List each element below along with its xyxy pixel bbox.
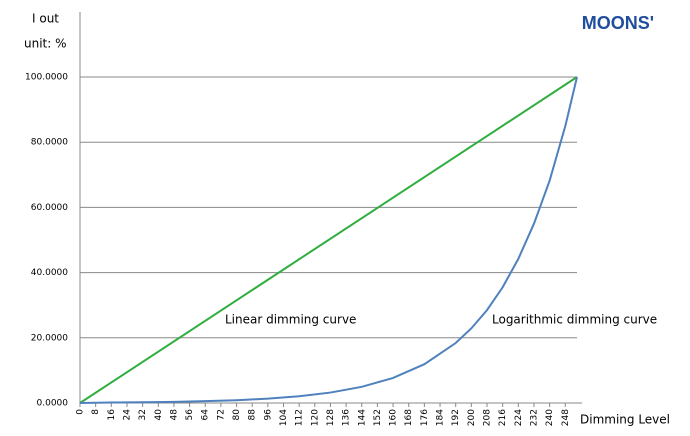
brand-logo: MOONS'	[582, 13, 654, 33]
x-tick-label: 128	[326, 409, 336, 426]
x-tick-label: 56	[185, 409, 195, 421]
y-tick-label: 100.0000	[25, 73, 68, 83]
x-tick-label: 200	[467, 409, 477, 426]
x-tick-label: 64	[201, 409, 211, 421]
x-tick-label: 184	[436, 409, 446, 426]
y-tick-label: 0.0000	[37, 399, 69, 409]
x-tick-label: 96	[263, 409, 273, 421]
x-tick-label: 216	[498, 409, 508, 426]
x-tick-label: 160	[389, 409, 399, 426]
y-tick-label: 20.0000	[31, 333, 68, 343]
x-tick-label: 104	[279, 409, 289, 426]
x-tick-label: 208	[482, 409, 492, 426]
x-tick-label: 40	[154, 409, 164, 421]
x-tick-label: 0	[76, 409, 86, 415]
x-tick-label: 136	[342, 409, 352, 426]
annotation: Logarithmic dimming curve	[492, 313, 657, 327]
x-tick-label: 232	[529, 409, 539, 426]
x-tick-label: 176	[420, 409, 430, 426]
x-tick-label: 120	[310, 409, 320, 426]
y-tick-label: 80.0000	[31, 138, 68, 148]
y-label: unit: %	[24, 37, 67, 51]
annotation: Linear dimming curve	[225, 313, 356, 327]
y-tick-label: 60.0000	[31, 203, 68, 213]
x-tick-label: 112	[295, 409, 305, 426]
x-label: Dimming Level	[580, 413, 670, 427]
x-tick-label: 48	[169, 409, 179, 421]
x-tick-label: 152	[373, 409, 383, 426]
x-tick-label: 88	[248, 409, 258, 421]
x-tick-label: 168	[404, 409, 414, 426]
x-tick-label: 72	[216, 409, 226, 420]
x-tick-label: 80	[232, 409, 242, 421]
x-tick-label: 224	[514, 409, 524, 426]
y-label: I out	[32, 12, 59, 26]
x-tick-label: 16	[107, 409, 117, 421]
x-tick-label: 8	[91, 409, 101, 415]
x-tick-label: 192	[451, 409, 461, 426]
x-tick-label: 240	[545, 409, 555, 426]
line-series	[79, 76, 578, 404]
x-tick-label: 24	[122, 409, 132, 421]
x-tick-label: 144	[357, 409, 367, 426]
y-tick-label: 40.0000	[31, 268, 68, 278]
line-series	[79, 76, 578, 404]
x-tick-label: 32	[138, 409, 148, 420]
x-tick-label: 248	[561, 409, 571, 426]
